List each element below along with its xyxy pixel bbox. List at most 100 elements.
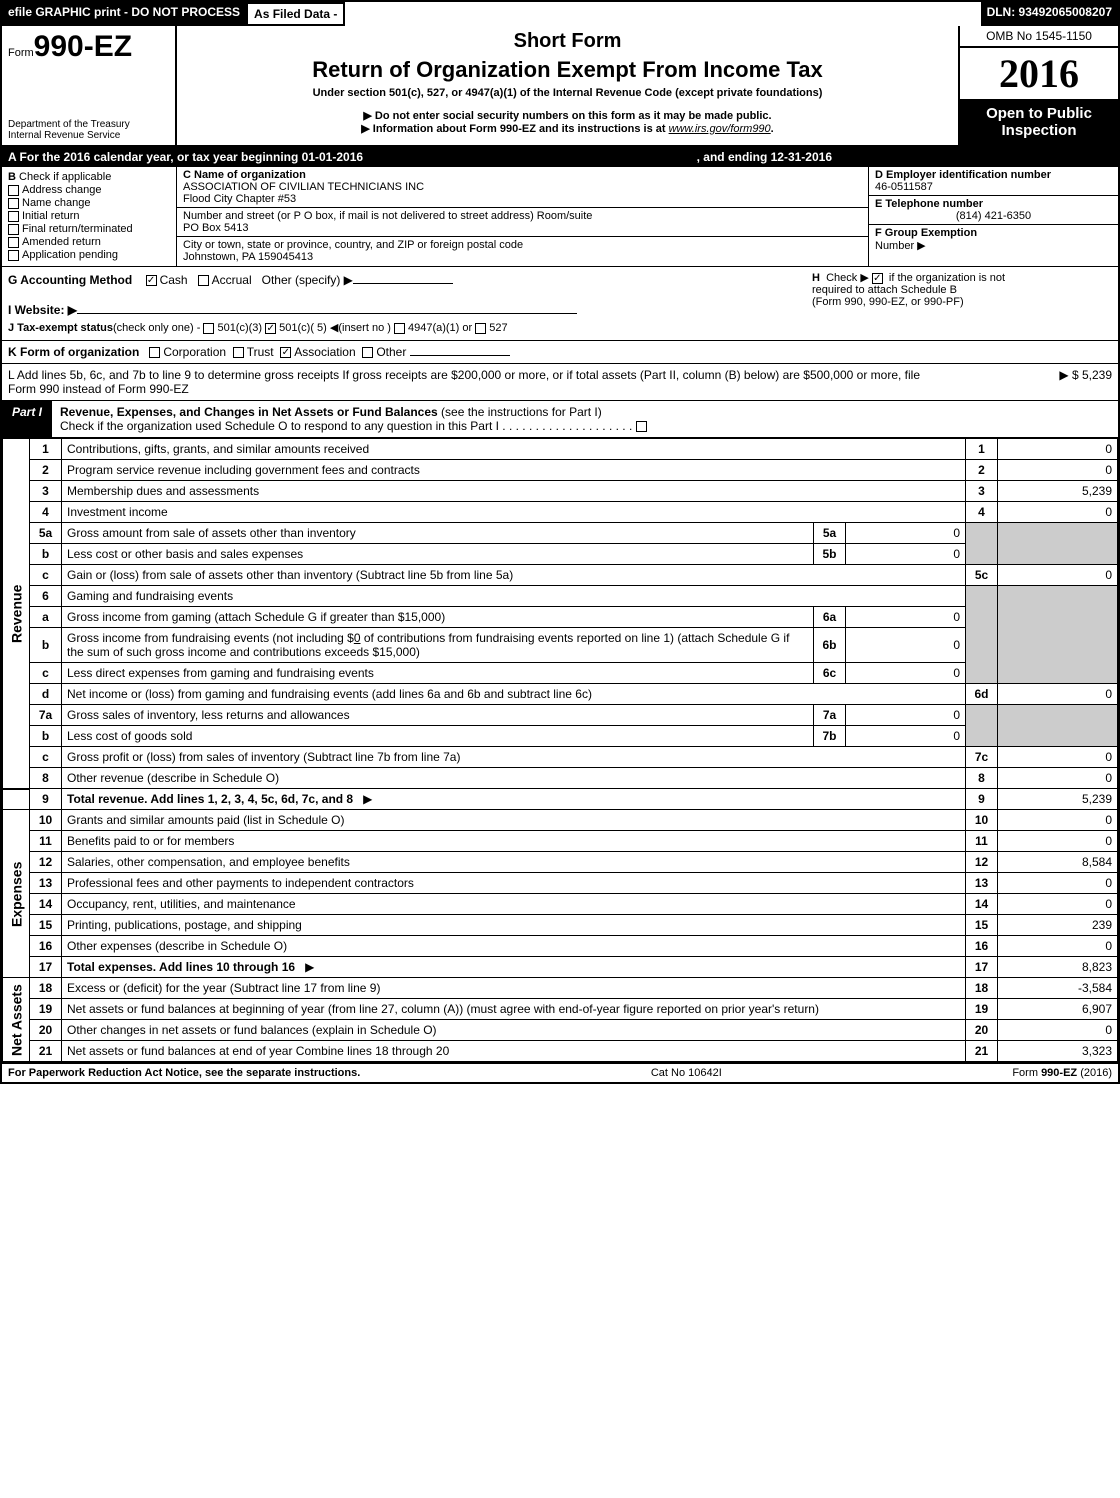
- org-city: Johnstown, PA 159045413: [183, 251, 313, 263]
- k-cb2[interactable]: [233, 347, 244, 358]
- b-opt-final[interactable]: Final return/terminated: [8, 223, 170, 235]
- ln5a-sv: 0: [846, 523, 966, 544]
- ln7b-d: Less cost of goods sold: [62, 726, 814, 747]
- omb-number: OMB No 1545-1150: [960, 26, 1118, 48]
- ln12-n: 12: [30, 852, 62, 873]
- ln14-n: 14: [30, 894, 62, 915]
- ln7a-n: 7a: [30, 705, 62, 726]
- k-label: K Form of organization: [8, 345, 139, 359]
- d-hdr: D Employer identification number: [875, 169, 1051, 181]
- ln21-d: Net assets or fund balances at end of ye…: [62, 1041, 966, 1062]
- ln6d-n: d: [30, 684, 62, 705]
- b-opt-name[interactable]: Name change: [8, 197, 170, 209]
- ln10-ln: 10: [966, 810, 998, 831]
- dept-irs: Internal Revenue Service: [8, 130, 169, 141]
- ln13-n: 13: [30, 873, 62, 894]
- ln12-amt: 8,584: [998, 852, 1118, 873]
- ln4-n: 4: [30, 502, 62, 523]
- j-cb1[interactable]: [203, 323, 214, 334]
- open-to-public: Open to Public Inspection: [960, 99, 1118, 145]
- j-cb2[interactable]: ✓: [265, 323, 276, 334]
- k-other-fill[interactable]: [410, 355, 510, 356]
- ln20-d: Other changes in net assets or fund bala…: [62, 1020, 966, 1041]
- col-b: B Check if applicable Address change Nam…: [2, 167, 177, 266]
- ln14-d: Occupancy, rent, utilities, and maintena…: [62, 894, 966, 915]
- ln20-ln: 20: [966, 1020, 998, 1041]
- ln6a-d: Gross income from gaming (attach Schedul…: [62, 607, 814, 628]
- section-bcdef: B Check if applicable Address change Nam…: [2, 167, 1118, 267]
- ln7-grey2: [998, 705, 1118, 747]
- ln6a-sn: 6a: [814, 607, 846, 628]
- k-cb4[interactable]: [362, 347, 373, 358]
- instr-link[interactable]: www.irs.gov/form990: [669, 123, 771, 135]
- ln21-n: 21: [30, 1041, 62, 1062]
- ln10-d: Grants and similar amounts paid (list in…: [62, 810, 966, 831]
- ln5b-n: b: [30, 544, 62, 565]
- ln6-grey: [966, 586, 998, 684]
- j-text: (check only one) -: [113, 322, 200, 334]
- b-opt-initial[interactable]: Initial return: [8, 210, 170, 222]
- row-k: K Form of organization Corporation Trust…: [2, 341, 1118, 364]
- ln7c-amt: 0: [998, 747, 1118, 768]
- j-cb3[interactable]: [394, 323, 405, 334]
- org-name-2: Flood City Chapter #53: [183, 193, 296, 205]
- ln7-grey: [966, 705, 998, 747]
- footer-left: For Paperwork Reduction Act Notice, see …: [8, 1067, 360, 1079]
- k-o1: Corporation: [163, 345, 226, 359]
- ln7c-ln: 7c: [966, 747, 998, 768]
- form-number: 990-EZ: [34, 30, 132, 63]
- ln6c-d: Less direct expenses from gaming and fun…: [62, 663, 814, 684]
- ln17-n: 17: [30, 957, 62, 978]
- part-i-cb[interactable]: [636, 421, 647, 432]
- ln13-amt: 0: [998, 873, 1118, 894]
- k-cb3[interactable]: ✓: [280, 347, 291, 358]
- b-opt-address[interactable]: Address change: [8, 184, 170, 196]
- part-i-check-note: Check if the organization used Schedule …: [60, 419, 1110, 433]
- ln6a-n: a: [30, 607, 62, 628]
- g-other-fill[interactable]: [353, 283, 453, 284]
- ln2-ln: 2: [966, 460, 998, 481]
- ln19-amt: 6,907: [998, 999, 1118, 1020]
- dept-block: Department of the Treasury Internal Reve…: [8, 119, 169, 141]
- j-o1: 501(c)(3): [217, 322, 262, 334]
- g-cash-cb[interactable]: ✓: [146, 275, 157, 286]
- ln7c-d: Gross profit or (loss) from sales of inv…: [62, 747, 966, 768]
- ln9-n: 9: [30, 789, 62, 810]
- j-cb4[interactable]: [475, 323, 486, 334]
- ln9-ln: 9: [966, 789, 998, 810]
- h-label: H: [812, 272, 820, 284]
- f-hdr: F Group Exemption: [875, 227, 977, 239]
- j-o3: 4947(a)(1) or: [408, 322, 472, 334]
- ln6b-sv: 0: [846, 628, 966, 663]
- l-text: L Add lines 5b, 6c, and 7b to line 9 to …: [8, 368, 928, 396]
- phone: (814) 421-6350: [875, 210, 1112, 222]
- ln6a-sv: 0: [846, 607, 966, 628]
- h-cb[interactable]: ✓: [872, 273, 883, 284]
- open-line2: Inspection: [964, 122, 1114, 139]
- efile-label: efile GRAPHIC print - DO NOT PROCESS: [2, 2, 246, 26]
- ln14-ln: 14: [966, 894, 998, 915]
- instructions: ▶ Do not enter social security numbers o…: [185, 109, 950, 135]
- g-accrual: Accrual: [212, 273, 252, 287]
- b-opt-amended[interactable]: Amended return: [8, 236, 170, 248]
- g-label: G Accounting Method: [8, 273, 132, 287]
- website-fill[interactable]: [77, 313, 577, 314]
- header-left: Form990-EZ Department of the Treasury In…: [2, 26, 177, 145]
- ln13-ln: 13: [966, 873, 998, 894]
- header-center: Short Form Return of Organization Exempt…: [177, 26, 958, 145]
- j-label: J Tax-exempt status: [8, 322, 113, 334]
- l-amount: ▶ $ 5,239: [1059, 368, 1112, 396]
- ln5-grey2: [998, 523, 1118, 565]
- lines-table: Revenue 1 Contributions, gifts, grants, …: [2, 438, 1118, 1062]
- k-o3: Association: [294, 345, 355, 359]
- k-cb1[interactable]: [149, 347, 160, 358]
- asfiled-label: As Filed Data -: [246, 2, 345, 26]
- ln6-n: 6: [30, 586, 62, 607]
- g-accrual-cb[interactable]: [198, 275, 209, 286]
- dept-treasury: Department of the Treasury: [8, 119, 169, 130]
- ln6d-d: Net income or (loss) from gaming and fun…: [62, 684, 966, 705]
- ln4-d: Investment income: [62, 502, 966, 523]
- ln5a-sn: 5a: [814, 523, 846, 544]
- dln-label: DLN: 93492065008207: [981, 2, 1118, 26]
- b-opt-pending[interactable]: Application pending: [8, 249, 170, 261]
